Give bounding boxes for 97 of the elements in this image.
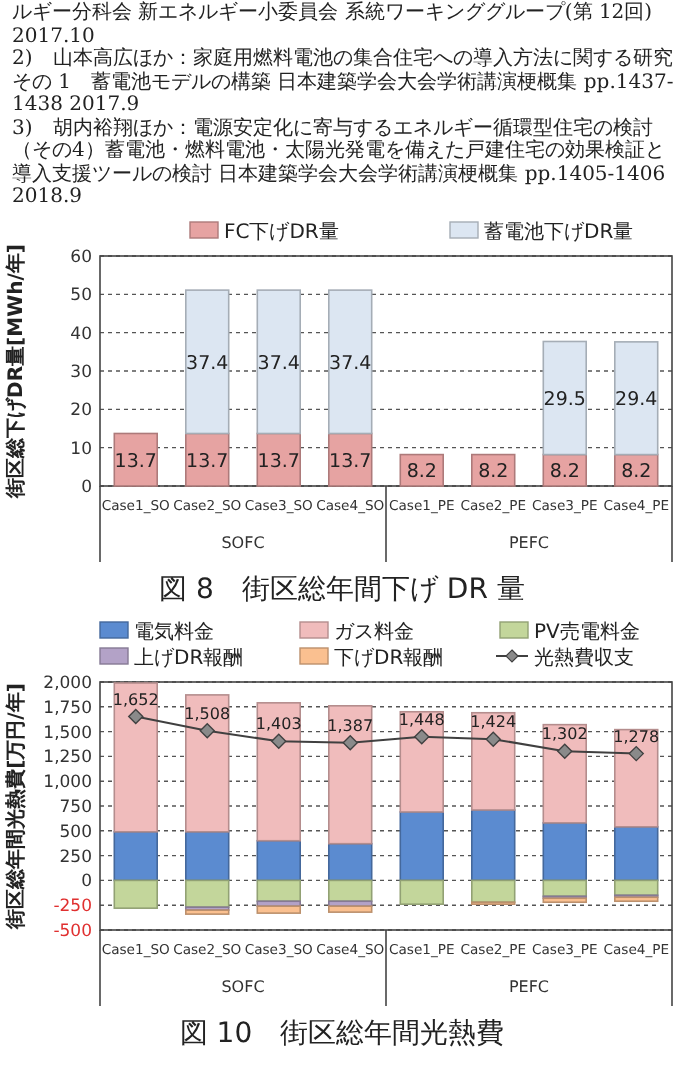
data-label: 37.4 bbox=[186, 351, 229, 374]
bar bbox=[256, 701, 301, 841]
bar bbox=[328, 704, 373, 844]
y-tick-label: 10 bbox=[70, 438, 92, 459]
text: SOFC bbox=[221, 533, 266, 551]
y-tick-label: 2,000 bbox=[43, 673, 92, 693]
y-tick-label: 60 bbox=[70, 247, 92, 267]
bar bbox=[185, 878, 230, 907]
data-label: 37.4 bbox=[257, 351, 300, 374]
data-label: 1,424 bbox=[470, 712, 517, 731]
data-label: 13.7 bbox=[257, 449, 300, 472]
bar bbox=[471, 808, 516, 881]
data-label: 8.2 bbox=[549, 460, 580, 483]
point bbox=[557, 742, 573, 758]
bar bbox=[471, 878, 516, 903]
text: 3) 胡内裕翔ほか：電源安定化に寄与するエネルギー循環型住宅の検討（その4）蓄電池・燃料電池・太陽光発電を備えた戸建住宅の効果検証と導入支援ツールの検討 日本建築学会大会学術講演梗概集 pp.1405-1406 2018.9 bbox=[12, 117, 668, 209]
y-tick-label: -250 bbox=[53, 896, 92, 917]
bar bbox=[113, 878, 158, 908]
y-tick-label: 250 bbox=[59, 846, 92, 867]
legend-label: PV売電料金 bbox=[534, 619, 640, 643]
y-tick-label: 1,000 bbox=[43, 772, 92, 793]
legend-label: 下げDR報酬 bbox=[334, 645, 444, 669]
y-tick-label: 0 bbox=[81, 871, 92, 892]
bar bbox=[113, 681, 158, 832]
bar bbox=[256, 838, 301, 881]
text: PEFC bbox=[508, 977, 550, 995]
legend-label: 上げDR報酬 bbox=[134, 645, 244, 669]
bar bbox=[113, 431, 158, 486]
text: 2) 山本高広ほか：家庭用燃料電池の集合住宅への導入方法に関する研究その 1 蓄電池モデルの構築 日本建築学会大会学術講演梗概集 pp.1437-1438 2017.9 bbox=[12, 48, 674, 117]
point bbox=[414, 728, 430, 744]
y-tick-label: 500 bbox=[59, 821, 92, 842]
data-label: 1,508 bbox=[184, 703, 231, 722]
data-label: 1,302 bbox=[541, 724, 588, 743]
bar bbox=[399, 878, 444, 905]
legend-label: ガス料金 bbox=[334, 619, 414, 643]
text: 図 10 街区総年間光熱費 bbox=[179, 1017, 505, 1049]
data-label: 13.7 bbox=[114, 449, 157, 472]
data-label: 1,387 bbox=[327, 715, 374, 734]
bar bbox=[185, 693, 230, 832]
bar bbox=[399, 709, 444, 812]
bar bbox=[328, 288, 373, 434]
data-label: 8.2 bbox=[621, 460, 652, 483]
bar bbox=[328, 841, 373, 881]
data-label: 13.7 bbox=[329, 449, 372, 472]
y-tick-label: 40 bbox=[70, 323, 92, 344]
bar bbox=[542, 722, 587, 823]
text: PEFC bbox=[508, 533, 550, 551]
bar bbox=[256, 904, 301, 913]
legend-label: 光熱費収支 bbox=[534, 645, 634, 669]
bar bbox=[471, 710, 516, 810]
point bbox=[271, 732, 287, 748]
bar bbox=[399, 810, 444, 881]
y-tick-label: 1,750 bbox=[43, 697, 92, 718]
y-tick-label: 1,250 bbox=[43, 747, 92, 768]
data-label: 29.5 bbox=[543, 388, 586, 411]
bar bbox=[256, 288, 301, 434]
y-axis-title: 街区総下げDR量[MWh/年] bbox=[4, 243, 28, 499]
data-label: 1,652 bbox=[112, 689, 159, 708]
point bbox=[485, 730, 501, 746]
point bbox=[199, 722, 215, 738]
y-tick-label: 20 bbox=[70, 400, 92, 421]
bar bbox=[185, 288, 230, 434]
bar bbox=[614, 340, 659, 455]
data-label: 13.7 bbox=[186, 449, 229, 472]
bar bbox=[185, 829, 230, 881]
bar bbox=[542, 821, 587, 881]
y-tick-label: 750 bbox=[59, 797, 92, 817]
bar bbox=[542, 339, 587, 455]
y-axis-title: 街区総年間光熱費[万円/年] bbox=[4, 682, 28, 930]
legend-label: 蓄電池下げDR量 bbox=[484, 219, 634, 243]
y-tick-label: 50 bbox=[70, 285, 92, 306]
bar bbox=[113, 829, 158, 881]
y-tick-label: 0 bbox=[81, 477, 92, 497]
y-tick-label: 30 bbox=[70, 362, 92, 382]
bar bbox=[256, 431, 301, 486]
bar bbox=[614, 825, 659, 881]
y-tick-label: 1,500 bbox=[43, 722, 92, 743]
data-label: 1,448 bbox=[398, 709, 445, 728]
data-label: 37.4 bbox=[329, 351, 372, 374]
data-label: 29.4 bbox=[615, 388, 658, 411]
text: SOFC bbox=[221, 977, 266, 995]
point bbox=[342, 734, 358, 750]
bar bbox=[185, 431, 230, 486]
data-label: 1,403 bbox=[255, 714, 302, 733]
bar bbox=[328, 904, 373, 912]
point bbox=[128, 707, 144, 724]
data-label: 8.2 bbox=[478, 460, 509, 483]
data-label: 1,278 bbox=[613, 726, 660, 745]
y-tick-label: -500 bbox=[53, 921, 92, 941]
legend-label: 電気料金 bbox=[134, 619, 214, 643]
text: ルギー分科会 新エネルギー小委員会 系統ワーキンググループ(第 12回) 2017.10 bbox=[12, 2, 655, 47]
legend-label: FC下げDR量 bbox=[224, 219, 339, 243]
bar bbox=[256, 878, 301, 902]
point bbox=[628, 744, 644, 761]
data-label: 8.2 bbox=[406, 460, 437, 483]
bar bbox=[614, 727, 659, 827]
text: 図 8 街区総年間下げ DR 量 bbox=[159, 573, 525, 605]
